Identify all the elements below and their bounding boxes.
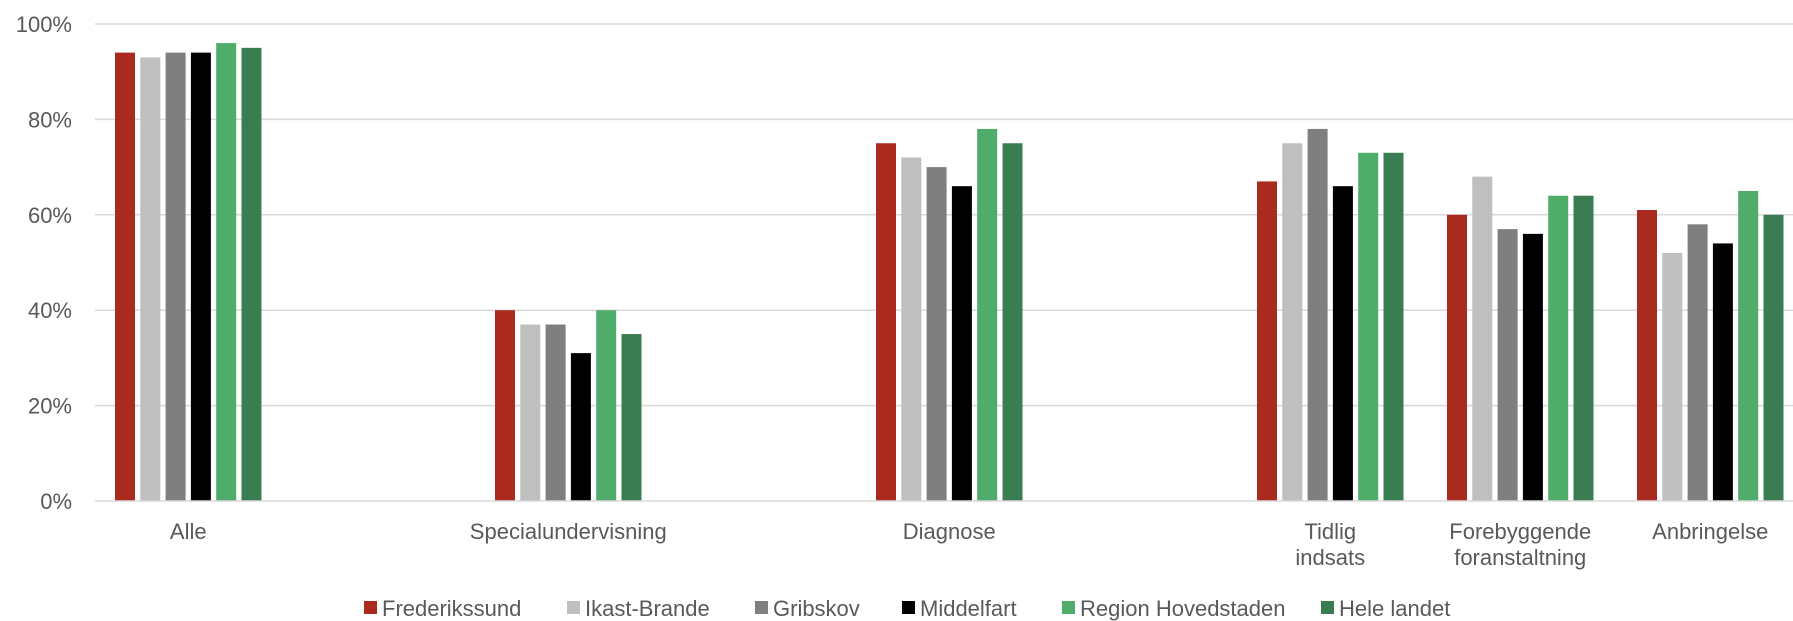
y-tick-label: 80% <box>28 107 72 132</box>
y-tick-label: 60% <box>28 203 72 228</box>
bar <box>1548 195 1569 501</box>
y-tick-label: 40% <box>28 298 72 323</box>
bar <box>520 324 541 501</box>
bar <box>1002 143 1023 501</box>
y-tick-label: 0% <box>40 489 72 514</box>
bar <box>165 52 186 502</box>
category-label: Specialundervisning <box>470 519 667 544</box>
bar <box>901 157 922 501</box>
bar <box>1687 224 1708 501</box>
bar <box>216 43 237 501</box>
y-tick-label: 20% <box>28 394 72 419</box>
legend: Frederikssund Ikast-Brande Gribskov Middelf… <box>364 596 1450 621</box>
category-label: Tidlig indsats <box>1295 519 1365 570</box>
bar <box>1282 143 1303 501</box>
bar <box>1332 186 1353 501</box>
y-axis-ticks: 0% 20% 40% 60% 80% 100% <box>16 12 72 514</box>
bar <box>1447 214 1467 502</box>
legend-label: Hele landet <box>1339 596 1450 621</box>
legend-label: Gribskov <box>773 596 860 621</box>
bar <box>495 310 515 501</box>
bar <box>951 186 972 501</box>
legend-swatch <box>902 601 915 614</box>
legend-label: Region Hovedstaden <box>1080 596 1285 621</box>
legend-swatch <box>755 601 768 614</box>
legend-swatch <box>567 601 580 614</box>
legend-label: Middelfart <box>920 596 1017 621</box>
bar <box>1472 176 1493 501</box>
bar <box>545 324 566 501</box>
bars <box>115 43 1784 502</box>
legend-label: Frederikssund <box>382 596 521 621</box>
bar <box>926 167 947 501</box>
bar <box>876 143 896 501</box>
legend-label: Ikast-Brande <box>585 596 710 621</box>
bar <box>1637 210 1657 501</box>
bar <box>1522 233 1543 501</box>
bar <box>115 52 135 502</box>
legend-swatch <box>1062 601 1075 614</box>
bar <box>1358 152 1379 502</box>
bar <box>1573 195 1594 501</box>
bar <box>977 128 998 501</box>
category-label: Diagnose <box>903 519 996 544</box>
bar <box>1763 214 1784 502</box>
bar <box>140 57 161 501</box>
bar <box>621 334 642 501</box>
bar <box>1662 252 1683 501</box>
y-tick-label: 100% <box>16 12 72 37</box>
category-labels: Alle Specialundervisning Diagnose Tidlig ind… <box>170 519 1768 570</box>
bar <box>1307 128 1328 501</box>
bar <box>1738 190 1759 501</box>
bar <box>1257 181 1277 501</box>
bar <box>570 353 591 501</box>
bar <box>241 47 262 501</box>
category-label: Alle <box>170 519 207 544</box>
bar <box>1712 243 1733 502</box>
legend-swatch <box>364 601 377 614</box>
bar <box>190 52 211 502</box>
bar <box>1497 229 1518 502</box>
category-label: Anbringelse <box>1652 519 1768 544</box>
bar <box>596 310 617 501</box>
category-label: Forebyggende foranstaltning <box>1449 519 1591 570</box>
bar <box>1383 152 1404 502</box>
legend-swatch <box>1321 601 1334 614</box>
